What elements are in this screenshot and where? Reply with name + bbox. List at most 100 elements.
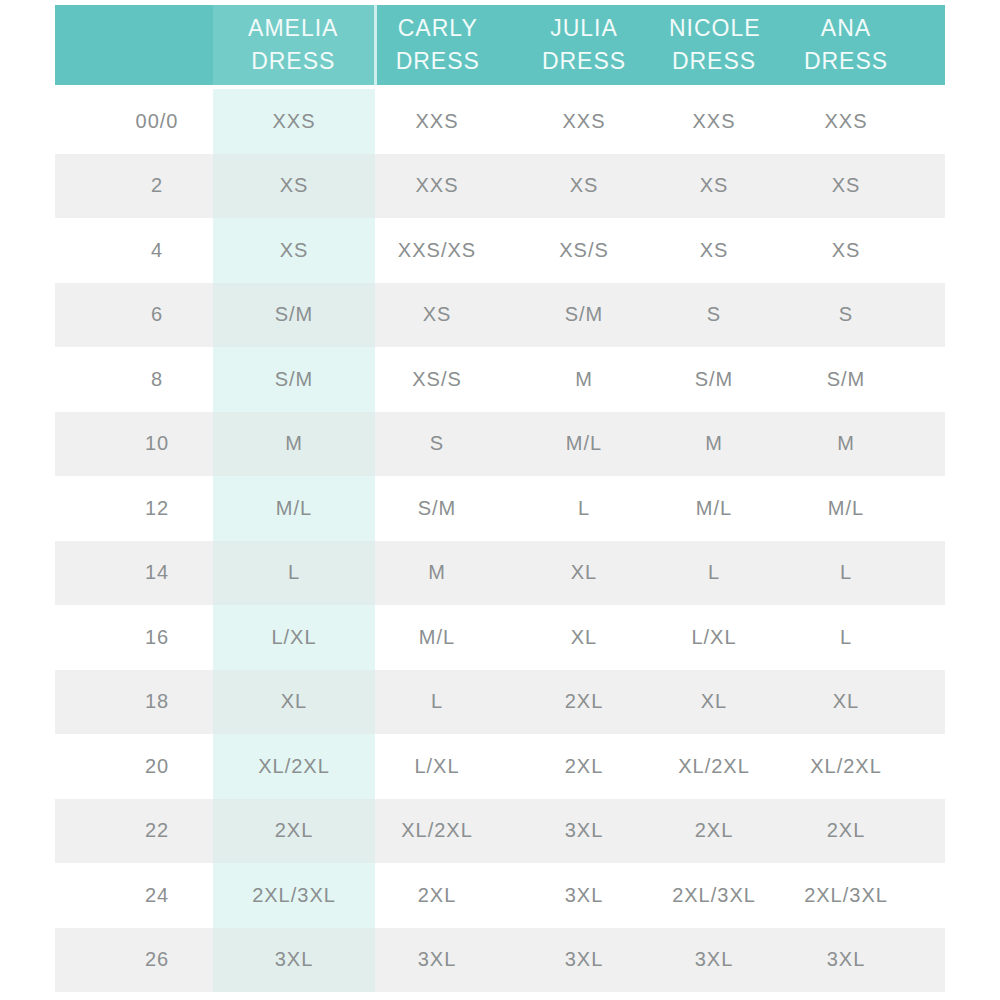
julia-dress-cell: XXS	[499, 87, 669, 154]
table-header-row: AMELIA DRESS CARLY DRESS JULIA DRESS NIC…	[55, 5, 945, 87]
size-cell: 22	[55, 799, 213, 864]
size-cell: 00/0	[55, 87, 213, 154]
column-header-size	[55, 5, 213, 87]
ana-dress-cell: XL/2XL	[759, 734, 945, 799]
table-row: 14LMXLLL	[55, 541, 945, 606]
amelia-dress-cell: XXS	[213, 87, 375, 154]
nicole-dress-cell: XS	[669, 154, 759, 219]
carly-dress-cell: XL/2XL	[375, 799, 499, 864]
nicole-dress-cell: 2XL	[669, 799, 759, 864]
nicole-dress-cell: M/L	[669, 476, 759, 541]
column-header-julia-dress: JULIA DRESS	[499, 5, 669, 87]
ana-dress-cell: XL	[759, 670, 945, 735]
nicole-dress-cell: 2XL/3XL	[669, 863, 759, 928]
nicole-dress-cell: M	[669, 412, 759, 477]
table-row: 4XSXXS/XSXS/SXSXS	[55, 218, 945, 283]
nicole-dress-cell: XL	[669, 670, 759, 735]
julia-dress-cell: XL	[499, 605, 669, 670]
carly-dress-cell: M/L	[375, 605, 499, 670]
nicole-dress-cell: S	[669, 283, 759, 348]
julia-dress-cell: 2XL	[499, 670, 669, 735]
table-row: 12M/LS/MLM/LM/L	[55, 476, 945, 541]
julia-dress-cell: XS/S	[499, 218, 669, 283]
nicole-dress-cell: 3XL	[669, 928, 759, 993]
carly-dress-cell: XXS	[375, 87, 499, 154]
nicole-dress-cell: XXS	[669, 87, 759, 154]
column-header-ana-dress: ANA DRESS	[759, 5, 945, 87]
julia-dress-cell: 2XL	[499, 734, 669, 799]
table-row: 2XSXXSXSXSXS	[55, 154, 945, 219]
size-cell: 6	[55, 283, 213, 348]
carly-dress-cell: XS/S	[375, 347, 499, 412]
table-row: 00/0XXSXXSXXSXXSXXS	[55, 87, 945, 154]
table-row: 222XLXL/2XL3XL2XL2XL	[55, 799, 945, 864]
ana-dress-cell: 2XL	[759, 799, 945, 864]
size-cell: 4	[55, 218, 213, 283]
nicole-dress-cell: S/M	[669, 347, 759, 412]
carly-dress-cell: XS	[375, 283, 499, 348]
table-row: 6S/MXSS/MSS	[55, 283, 945, 348]
julia-dress-cell: S/M	[499, 283, 669, 348]
size-cell: 26	[55, 928, 213, 993]
size-cell: 18	[55, 670, 213, 735]
amelia-dress-cell: 3XL	[213, 928, 375, 993]
column-header-nicole-dress: NICOLE DRESS	[669, 5, 759, 87]
size-cell: 20	[55, 734, 213, 799]
amelia-dress-cell: 2XL	[213, 799, 375, 864]
carly-dress-cell: M	[375, 541, 499, 606]
ana-dress-cell: S	[759, 283, 945, 348]
julia-dress-cell: 3XL	[499, 799, 669, 864]
ana-dress-cell: L	[759, 605, 945, 670]
ana-dress-cell: 3XL	[759, 928, 945, 993]
carly-dress-cell: 3XL	[375, 928, 499, 993]
amelia-dress-cell: XS	[213, 154, 375, 219]
ana-dress-cell: L	[759, 541, 945, 606]
amelia-dress-cell: 2XL/3XL	[213, 863, 375, 928]
ana-dress-cell: XXS	[759, 87, 945, 154]
ana-dress-cell: XS	[759, 218, 945, 283]
table-row: 263XL3XL3XL3XL3XL	[55, 928, 945, 993]
nicole-dress-cell: XS	[669, 218, 759, 283]
julia-dress-cell: L	[499, 476, 669, 541]
table-row: 18XLL2XLXLXL	[55, 670, 945, 735]
ana-dress-cell: 2XL/3XL	[759, 863, 945, 928]
amelia-dress-cell: S/M	[213, 347, 375, 412]
table-body: 00/0XXSXXSXXSXXSXXS2XSXXSXSXSXS4XSXXS/XS…	[55, 87, 945, 992]
page: AMELIA DRESS CARLY DRESS JULIA DRESS NIC…	[0, 0, 1000, 1000]
amelia-dress-cell: XS	[213, 218, 375, 283]
size-cell: 24	[55, 863, 213, 928]
julia-dress-cell: 3XL	[499, 863, 669, 928]
size-cell: 10	[55, 412, 213, 477]
nicole-dress-cell: XL/2XL	[669, 734, 759, 799]
table-row: 20XL/2XLL/XL2XLXL/2XLXL/2XL	[55, 734, 945, 799]
size-cell: 8	[55, 347, 213, 412]
carly-dress-cell: S	[375, 412, 499, 477]
carly-dress-cell: 2XL	[375, 863, 499, 928]
julia-dress-cell: XL	[499, 541, 669, 606]
table-row: 242XL/3XL2XL3XL2XL/3XL2XL/3XL	[55, 863, 945, 928]
carly-dress-cell: XXS/XS	[375, 218, 499, 283]
table-row: 10MSM/LMM	[55, 412, 945, 477]
ana-dress-cell: M	[759, 412, 945, 477]
table-row: 8S/MXS/SMS/MS/M	[55, 347, 945, 412]
carly-dress-cell: XXS	[375, 154, 499, 219]
julia-dress-cell: M	[499, 347, 669, 412]
table-row: 16L/XLM/LXLL/XLL	[55, 605, 945, 670]
julia-dress-cell: 3XL	[499, 928, 669, 993]
carly-dress-cell: L/XL	[375, 734, 499, 799]
julia-dress-cell: XS	[499, 154, 669, 219]
amelia-dress-cell: L	[213, 541, 375, 606]
size-cell: 14	[55, 541, 213, 606]
size-cell: 12	[55, 476, 213, 541]
column-header-carly-dress: CARLY DRESS	[375, 5, 499, 87]
amelia-dress-cell: XL/2XL	[213, 734, 375, 799]
amelia-dress-cell: L/XL	[213, 605, 375, 670]
carly-dress-cell: S/M	[375, 476, 499, 541]
julia-dress-cell: M/L	[499, 412, 669, 477]
size-cell: 16	[55, 605, 213, 670]
column-header-amelia-dress: AMELIA DRESS	[213, 5, 375, 87]
size-chart-table: AMELIA DRESS CARLY DRESS JULIA DRESS NIC…	[55, 5, 945, 992]
amelia-dress-cell: XL	[213, 670, 375, 735]
ana-dress-cell: M/L	[759, 476, 945, 541]
amelia-dress-cell: M/L	[213, 476, 375, 541]
